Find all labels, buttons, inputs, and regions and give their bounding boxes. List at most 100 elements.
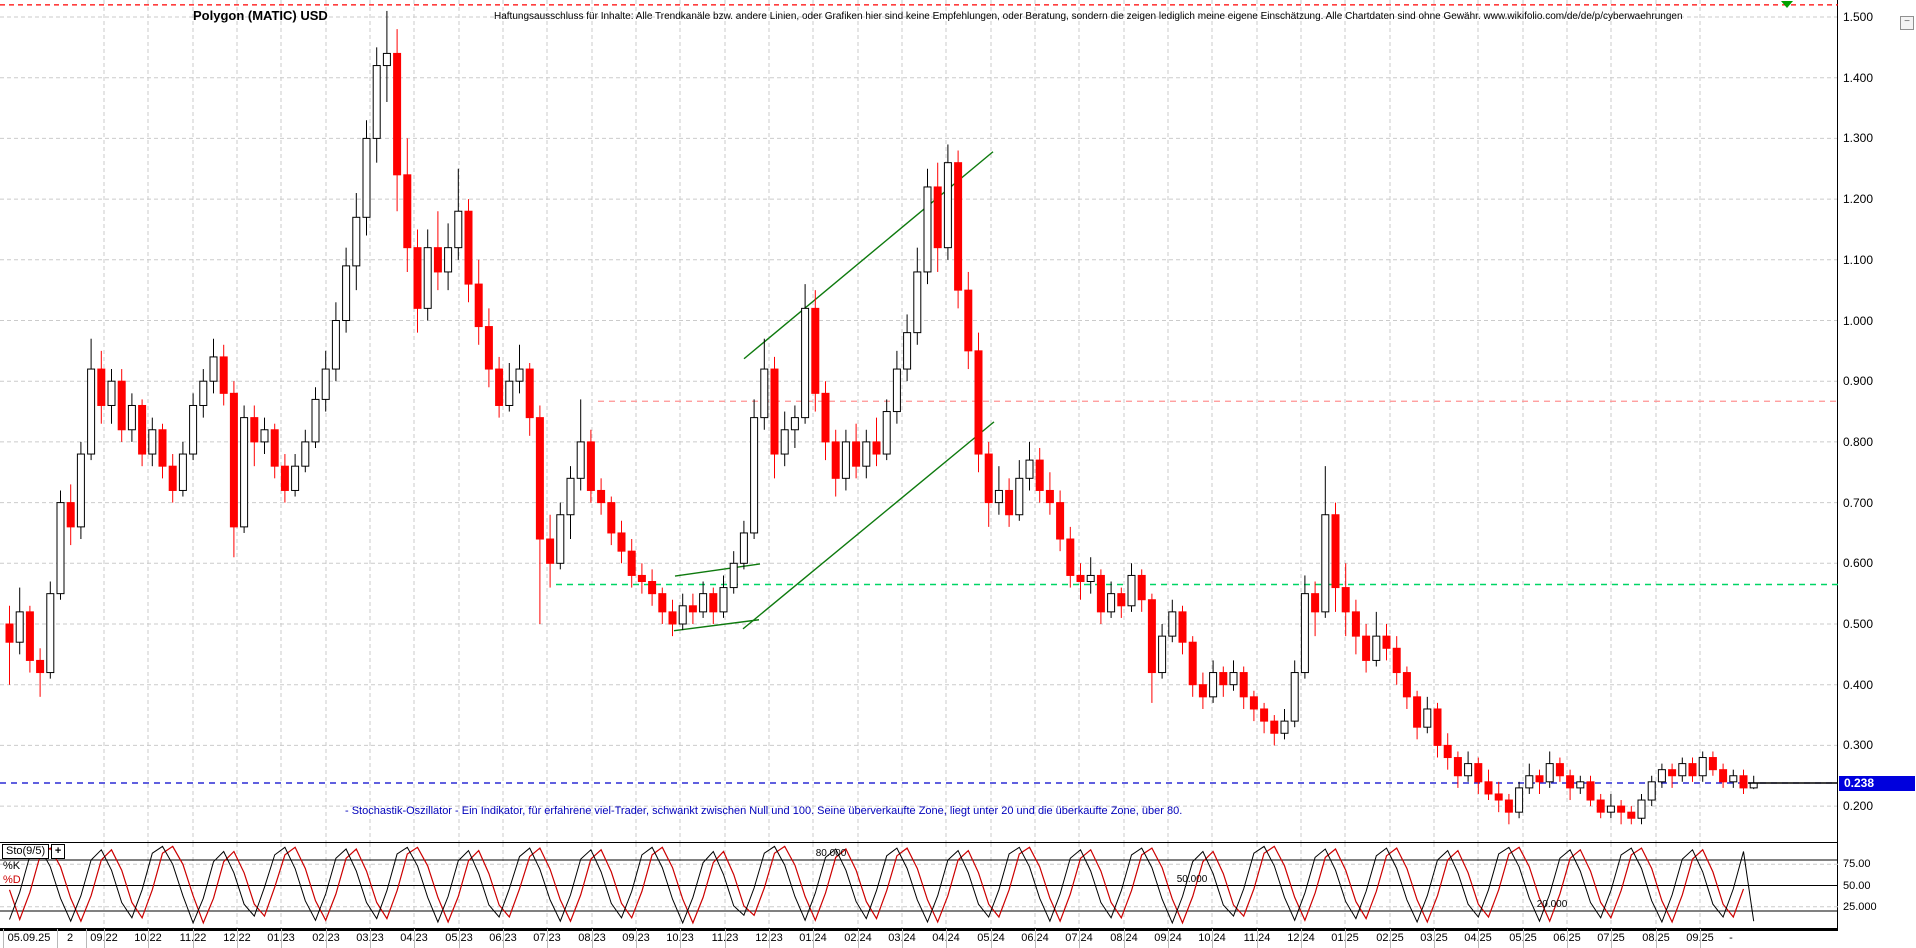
candle-body (658, 593, 667, 613)
candle-body (76, 453, 85, 528)
candle-body (1413, 696, 1422, 728)
date-axis-tick (858, 929, 859, 948)
stochastic-indicator-label[interactable]: Sto(9/5) (2, 844, 50, 859)
candle-body (1127, 574, 1136, 607)
sto-inline-level-label: 20.000 (1536, 899, 1568, 910)
candle-body (780, 429, 789, 455)
candle-body (882, 411, 891, 455)
candle-body (1025, 459, 1034, 479)
candle-body (1402, 672, 1411, 698)
candle-body (1045, 489, 1054, 504)
date-axis-tick (1257, 929, 1258, 948)
date-axis-tick (1434, 929, 1435, 948)
date-axis-tick (1523, 929, 1524, 948)
candle-body (954, 162, 963, 291)
latest-candle-marker-icon (1781, 1, 1793, 8)
candle-body (515, 368, 524, 382)
add-indicator-button[interactable]: + (51, 844, 66, 859)
price-axis-label: 0.700 (1843, 495, 1874, 510)
candle-body (1229, 672, 1238, 686)
candle-body (189, 404, 198, 455)
candle-body (464, 210, 473, 285)
candle-body (556, 514, 565, 564)
candle-body (1657, 769, 1666, 783)
candle-body (1005, 489, 1014, 516)
candle-body (444, 247, 453, 273)
candle-body (301, 441, 310, 467)
candle-body (913, 271, 922, 334)
candle-body (760, 368, 769, 419)
candle-body (423, 247, 432, 309)
candle-body (586, 441, 595, 491)
candle-body (1433, 708, 1442, 746)
candle-body (964, 289, 973, 352)
sto-axis-label: 75.00 (1843, 858, 1871, 871)
candle-body (56, 502, 65, 595)
candle-body (1147, 599, 1156, 674)
candle-body (1107, 593, 1116, 613)
candle-body (1474, 763, 1483, 783)
candle-body (362, 137, 371, 218)
candle-body (66, 502, 75, 528)
candle-body (331, 320, 340, 370)
stochastic-panel-canvas[interactable] (0, 842, 1838, 929)
candle-body (1290, 672, 1299, 722)
candle-body (25, 611, 34, 661)
candle-body (811, 307, 820, 394)
candle-body (1321, 514, 1330, 613)
price-axis-label: 1.200 (1843, 192, 1874, 207)
candle-body (199, 380, 208, 406)
candle-body (178, 453, 187, 491)
date-axis-tick (104, 929, 105, 948)
stochastic-legend: Sto(9/5) + (2, 844, 66, 859)
candle-body (903, 332, 912, 370)
price-chart-canvas[interactable] (0, 0, 1838, 842)
collapse-axis-button[interactable]: − (1900, 16, 1914, 30)
candle-body (138, 404, 147, 455)
candle-body (1484, 781, 1493, 795)
candle-body (1188, 641, 1197, 686)
candle-body (117, 380, 126, 431)
candle-body (1198, 684, 1207, 698)
candle-body (943, 162, 952, 249)
candle-body (107, 380, 116, 406)
candle-body (678, 605, 687, 625)
price-axis-label: 0.400 (1843, 677, 1874, 692)
candle-body (1739, 775, 1748, 789)
date-axis-tick (547, 929, 548, 948)
candle-body (831, 441, 840, 479)
candle-body (158, 429, 167, 467)
candle-body (127, 404, 136, 431)
date-axis-tick (1611, 929, 1612, 948)
candle-body (270, 429, 279, 467)
price-axis-label: 1.100 (1843, 252, 1874, 267)
candle-body (454, 210, 463, 249)
date-axis-tick (1124, 929, 1125, 948)
candle-body (1117, 593, 1126, 607)
candle-body (1280, 720, 1289, 734)
last-price-badge: 0.238 (1839, 776, 1915, 791)
candle-body (790, 417, 799, 431)
candle-body (1300, 593, 1309, 674)
candle-body (1239, 672, 1248, 698)
candle-body (382, 52, 391, 67)
candle-body (1137, 574, 1146, 601)
candle-body (627, 550, 636, 576)
price-axis-label: 0.300 (1843, 738, 1874, 753)
candle-body (1688, 763, 1697, 777)
candle-body (1158, 635, 1167, 674)
date-axis-tick (1168, 929, 1169, 948)
candle-body (535, 417, 544, 540)
candle-body (291, 465, 300, 491)
candle-body (393, 52, 402, 176)
candle-body (1311, 593, 1320, 613)
date-axis-tick (503, 929, 504, 948)
candle-body (403, 174, 412, 249)
date-axis-tick (1390, 929, 1391, 948)
candle-body (1515, 787, 1524, 813)
date-axis-tick (193, 929, 194, 948)
candle-body (311, 398, 320, 443)
date-axis-tick (813, 929, 814, 948)
candle-body (495, 368, 504, 406)
channel-lower (742, 421, 995, 630)
